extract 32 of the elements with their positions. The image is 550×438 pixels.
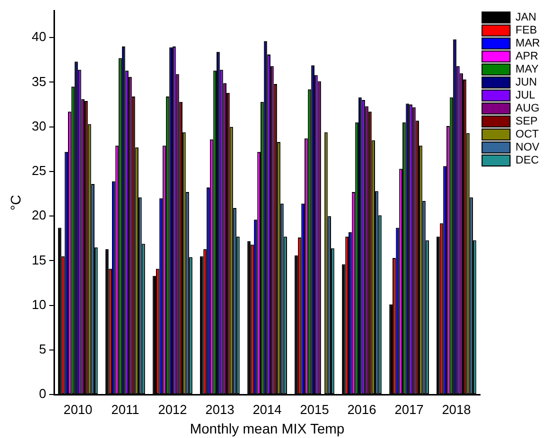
x-tick-label: 2014 bbox=[252, 402, 282, 417]
legend-label: MAY bbox=[516, 64, 540, 76]
legend-label: JAN bbox=[516, 12, 536, 24]
y-tick-label: 0 bbox=[39, 386, 46, 402]
x-tick-label: 2011 bbox=[111, 402, 140, 417]
y-tick-label: 5 bbox=[39, 342, 46, 357]
legend-label: APR bbox=[516, 50, 538, 63]
legend-label: FEB bbox=[516, 24, 537, 37]
legend-label: MAR bbox=[516, 38, 540, 50]
y-tick-label: 15 bbox=[32, 252, 46, 268]
y-axis-title: °C bbox=[7, 194, 24, 211]
y-tick-label: 30 bbox=[32, 118, 46, 134]
y-tick-label: 20 bbox=[32, 208, 46, 223]
y-tick-label: 40 bbox=[32, 29, 46, 44]
x-axis-title: Monthly mean MIX Temp bbox=[190, 420, 345, 436]
legend-label: NOV bbox=[516, 142, 540, 154]
y-tick-label: 35 bbox=[32, 74, 46, 89]
x-tick-label: 2016 bbox=[347, 402, 376, 417]
legend-label: OCT bbox=[516, 128, 540, 141]
x-tick-label: 2010 bbox=[63, 402, 92, 417]
x-tick-label: 2018 bbox=[442, 402, 471, 417]
legend-label: SEP bbox=[516, 116, 538, 128]
legend-label: JUN bbox=[516, 76, 537, 89]
y-tick-label: 10 bbox=[32, 296, 46, 312]
x-tick-label: 2015 bbox=[300, 402, 329, 417]
x-tick-label: 2017 bbox=[394, 402, 424, 417]
legend-label: JUL bbox=[516, 90, 536, 102]
legend-label: AUG bbox=[516, 102, 540, 115]
legend-label: DEC bbox=[516, 154, 539, 167]
x-tick-label: 2013 bbox=[205, 402, 234, 417]
x-tick-label: 2012 bbox=[158, 402, 187, 417]
y-tick-label: 25 bbox=[32, 163, 46, 178]
